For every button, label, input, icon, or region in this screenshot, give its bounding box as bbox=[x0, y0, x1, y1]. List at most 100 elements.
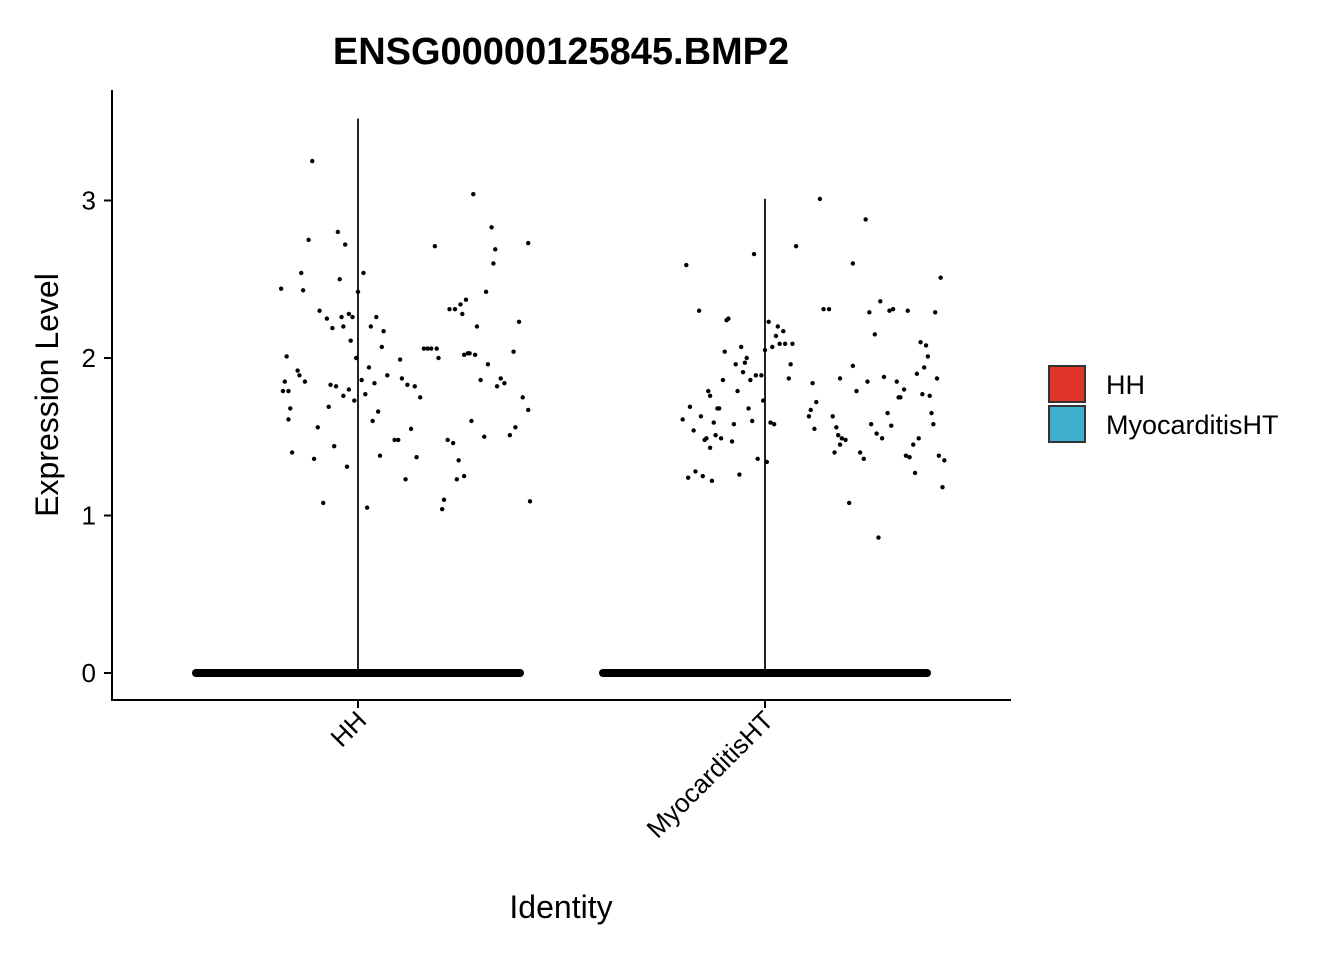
data-point bbox=[707, 445, 713, 450]
data-point bbox=[836, 432, 841, 438]
data-point bbox=[773, 333, 779, 339]
data-point bbox=[341, 393, 346, 398]
y-axis-ticks: 0 1 2 3 bbox=[82, 186, 112, 688]
data-point bbox=[337, 277, 342, 282]
data-point bbox=[770, 344, 775, 350]
data-point bbox=[846, 500, 852, 506]
data-point bbox=[685, 475, 691, 480]
data-point bbox=[482, 434, 487, 439]
data-point bbox=[868, 421, 874, 427]
data-point bbox=[364, 505, 370, 510]
data-point bbox=[461, 352, 467, 358]
data-point bbox=[931, 421, 936, 427]
data-point bbox=[890, 306, 896, 312]
zero-points-band bbox=[192, 669, 524, 677]
data-point bbox=[684, 262, 689, 268]
data-point bbox=[527, 499, 533, 504]
data-point bbox=[441, 497, 447, 502]
data-point bbox=[339, 314, 344, 320]
data-point bbox=[830, 414, 835, 419]
data-point bbox=[894, 379, 899, 384]
data-point bbox=[344, 464, 350, 469]
data-point bbox=[711, 420, 716, 425]
data-point bbox=[812, 426, 817, 432]
data-point bbox=[288, 406, 293, 411]
data-point bbox=[421, 346, 427, 351]
legend-label: HH bbox=[1106, 370, 1145, 400]
data-point bbox=[698, 414, 704, 419]
chart-title: ENSG00000125845.BMP2 bbox=[333, 31, 789, 73]
data-point bbox=[295, 368, 300, 373]
data-point bbox=[881, 374, 887, 380]
data-point bbox=[414, 455, 419, 460]
data-point bbox=[328, 382, 333, 387]
data-point bbox=[507, 432, 513, 438]
data-point bbox=[742, 360, 748, 365]
data-point bbox=[346, 311, 352, 317]
data-point bbox=[832, 450, 837, 455]
violin-HH bbox=[192, 118, 533, 677]
data-point bbox=[315, 425, 320, 430]
data-point bbox=[925, 354, 931, 359]
data-point bbox=[471, 192, 476, 197]
data-point bbox=[768, 420, 773, 425]
legend: HH MyocarditisHT bbox=[1048, 365, 1279, 443]
data-point bbox=[889, 423, 894, 428]
data-point bbox=[342, 242, 348, 247]
data-point bbox=[346, 387, 352, 392]
data-point bbox=[485, 362, 491, 367]
data-point bbox=[713, 432, 718, 438]
data-point bbox=[934, 376, 940, 381]
data-point bbox=[821, 306, 826, 312]
data-point bbox=[839, 436, 845, 441]
data-point bbox=[436, 355, 441, 361]
data-point bbox=[731, 421, 737, 427]
data-point bbox=[744, 355, 749, 361]
data-point bbox=[696, 308, 702, 313]
data-point bbox=[408, 426, 414, 432]
legend-label: MyocarditisHT bbox=[1106, 410, 1279, 440]
data-point bbox=[746, 406, 751, 411]
data-point bbox=[412, 384, 417, 389]
data-point bbox=[405, 382, 410, 387]
y-tick-label: 2 bbox=[82, 343, 96, 373]
data-point bbox=[726, 316, 731, 321]
data-point bbox=[814, 399, 819, 405]
data-point bbox=[302, 379, 308, 384]
data-point bbox=[525, 240, 531, 246]
data-point bbox=[493, 247, 498, 252]
data-point bbox=[748, 377, 753, 383]
data-point bbox=[762, 347, 768, 353]
data-point bbox=[918, 340, 923, 345]
data-point bbox=[278, 286, 284, 291]
data-point bbox=[901, 387, 907, 392]
legend-swatch bbox=[1048, 405, 1086, 443]
data-point bbox=[516, 319, 522, 324]
data-point bbox=[379, 344, 384, 350]
data-point bbox=[458, 302, 463, 307]
data-point bbox=[359, 377, 364, 383]
data-point bbox=[879, 436, 885, 441]
data-point bbox=[922, 365, 927, 370]
data-point bbox=[381, 329, 386, 334]
data-point bbox=[461, 473, 467, 479]
data-point bbox=[284, 354, 289, 359]
data-point bbox=[375, 409, 381, 414]
data-point bbox=[460, 311, 465, 317]
data-point bbox=[374, 314, 379, 320]
y-tick-label: 0 bbox=[82, 658, 96, 688]
data-point bbox=[920, 392, 925, 397]
data-point bbox=[912, 470, 918, 476]
data-point bbox=[403, 477, 408, 482]
data-point bbox=[370, 418, 375, 424]
data-point bbox=[722, 349, 727, 354]
data-point bbox=[790, 341, 795, 347]
data-point bbox=[286, 388, 291, 394]
data-point bbox=[425, 346, 430, 351]
data-point bbox=[680, 417, 685, 422]
data-point bbox=[760, 398, 766, 403]
plot-area bbox=[192, 118, 947, 677]
data-point bbox=[332, 444, 337, 449]
data-point bbox=[326, 404, 331, 410]
data-point bbox=[709, 478, 715, 484]
